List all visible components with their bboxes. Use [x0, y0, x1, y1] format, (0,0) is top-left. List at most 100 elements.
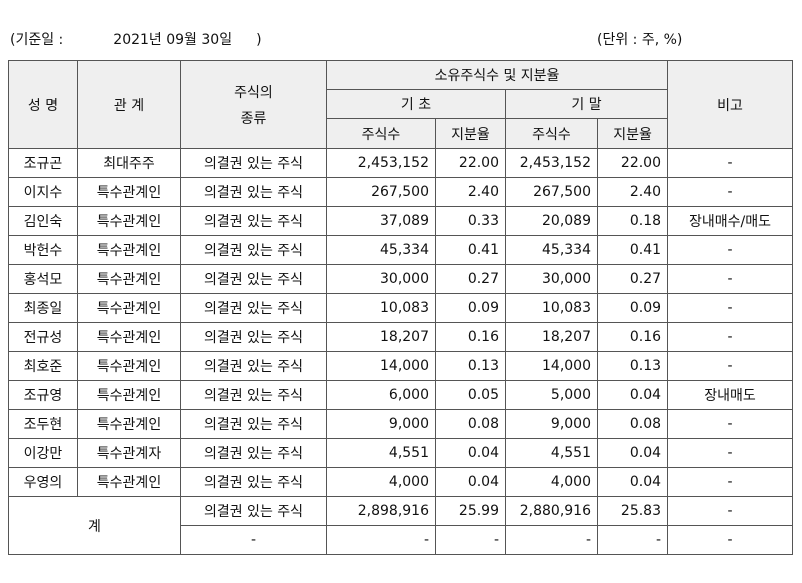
- cell-end-shares: 9,000: [505, 409, 598, 439]
- header-start-ratio: 지분율: [435, 118, 506, 149]
- cell-note: -: [667, 438, 794, 468]
- cell-name: 최종일: [8, 293, 78, 323]
- cell-start-shares: 18,207: [326, 322, 436, 352]
- total-start-shares: 2,898,916: [326, 496, 436, 526]
- table-body: 조규곤 최대주주 의결권 있는 주식 2,453,152 22.00 2,453,152 2…: [8, 148, 794, 497]
- cell-end-ratio: 0.09: [596, 293, 669, 323]
- cell-end-shares: 20,089: [505, 206, 598, 236]
- cell-stock-type: 의결권 있는 주식: [180, 380, 327, 410]
- table-header: 성 명 관 계 주식의 종류 소유주식수 및 지분율 비고 기 초 기 말 주식…: [8, 60, 794, 149]
- cell-end-shares: 267,500: [505, 177, 598, 207]
- cell-start-shares: 30,000: [326, 264, 436, 294]
- cell-end-ratio: 0.13: [596, 351, 669, 381]
- cell-relation: 특수관계인: [77, 264, 181, 294]
- cell-end-ratio: 0.04: [596, 438, 669, 468]
- header-start-shares: 주식수: [326, 118, 436, 149]
- cell-stock-type: 의결권 있는 주식: [180, 293, 327, 323]
- cell-end-ratio: 0.41: [596, 235, 669, 265]
- table-row: 이강만 특수관계자 의결권 있는 주식 4,551 0.04 4,551 0.04-: [8, 438, 794, 468]
- cell-start-shares: 267,500: [326, 177, 436, 207]
- cell-relation: 특수관계인: [77, 235, 181, 265]
- cell-name: 조두현: [8, 409, 78, 439]
- cell-name: 이강만: [8, 438, 78, 468]
- cell-start-shares: 4,551: [326, 438, 436, 468]
- cell-note: -: [667, 409, 794, 439]
- cell-start-ratio: 0.16: [435, 322, 506, 352]
- cell-relation: 특수관계인: [77, 409, 181, 439]
- cell-note: -: [667, 322, 794, 352]
- cell-name: 박헌수: [8, 235, 78, 265]
- cell-end-ratio: 22.00: [596, 148, 669, 178]
- base-date-value: 2021년 09월 30일: [113, 32, 233, 48]
- cell-stock-type: 의결권 있는 주식: [180, 177, 327, 207]
- total-label: 계: [8, 496, 181, 555]
- cell-note: -: [667, 235, 794, 265]
- cell-note: -: [667, 264, 794, 294]
- cell-relation: 특수관계인: [77, 206, 181, 236]
- total-end-ratio: -: [596, 525, 669, 555]
- total-type: -: [180, 525, 327, 555]
- table-row: 조규영 특수관계인 의결권 있는 주식 6,000 0.05 5,000 0.04 장내매도: [8, 380, 794, 410]
- cell-relation: 특수관계인: [77, 177, 181, 207]
- cell-start-ratio: 0.04: [435, 467, 506, 497]
- cell-end-ratio: 0.04: [596, 467, 669, 497]
- table-row: 김인숙 특수관계인 의결권 있는 주식 37,089 0.33 20,089 0.18 장내매…: [8, 206, 794, 236]
- total-type: 의결권 있는 주식: [180, 496, 327, 526]
- cell-note: -: [667, 467, 794, 497]
- cell-relation: 특수관계인: [77, 322, 181, 352]
- cell-note: 장내매수/매도: [667, 206, 794, 236]
- cell-end-shares: 10,083: [505, 293, 598, 323]
- cell-end-ratio: 0.16: [596, 322, 669, 352]
- base-date-label: (기준일 :: [10, 32, 64, 48]
- header-name: 성 명: [8, 60, 78, 149]
- cell-end-shares: 4,551: [505, 438, 598, 468]
- total-start-ratio: 25.99: [435, 496, 506, 526]
- cell-end-shares: 45,334: [505, 235, 598, 265]
- cell-end-shares: 5,000: [505, 380, 598, 410]
- cell-start-ratio: 2.40: [435, 177, 506, 207]
- cell-name: 전규성: [8, 322, 78, 352]
- header-stock-type-line2: 종류: [240, 110, 267, 127]
- table-row: 박헌수 특수관계인 의결권 있는 주식 45,334 0.41 45,334 0.41-: [8, 235, 794, 265]
- base-date-close: ): [256, 32, 262, 48]
- cell-end-shares: 14,000: [505, 351, 598, 381]
- header-note: 비고: [667, 60, 794, 149]
- cell-start-ratio: 0.27: [435, 264, 506, 294]
- cell-end-ratio: 0.27: [596, 264, 669, 294]
- cell-start-ratio: 0.09: [435, 293, 506, 323]
- cell-start-shares: 10,083: [326, 293, 436, 323]
- cell-name: 홍석모: [8, 264, 78, 294]
- header-relation: 관 계: [77, 60, 181, 149]
- total-end-shares: 2,880,916: [505, 496, 598, 526]
- cell-start-shares: 45,334: [326, 235, 436, 265]
- cell-note: 장내매도: [667, 380, 794, 410]
- cell-relation: 특수관계인: [77, 293, 181, 323]
- cell-end-ratio: 0.18: [596, 206, 669, 236]
- cell-stock-type: 의결권 있는 주식: [180, 467, 327, 497]
- cell-note: -: [667, 177, 794, 207]
- cell-relation: 특수관계자: [77, 438, 181, 468]
- table-row: 이지수 특수관계인 의결권 있는 주식 267,500 2.40 267,500 2.40-: [8, 177, 794, 207]
- cell-start-ratio: 0.13: [435, 351, 506, 381]
- cell-relation: 최대주주: [77, 148, 181, 178]
- shareholding-table: 성 명 관 계 주식의 종류 소유주식수 및 지분율 비고 기 초 기 말 주식…: [8, 60, 794, 555]
- total-end-ratio: 25.83: [596, 496, 669, 526]
- cell-name: 조규영: [8, 380, 78, 410]
- total-row: 계 의결권 있는 주식 2,898,916 25.99 2,880,916 25…: [8, 496, 794, 555]
- cell-start-shares: 14,000: [326, 351, 436, 381]
- total-end-shares: -: [505, 525, 598, 555]
- table-row: 전규성 특수관계인 의결권 있는 주식 18,207 0.16 18,207 0.16-: [8, 322, 794, 352]
- cell-start-ratio: 0.33: [435, 206, 506, 236]
- cell-start-shares: 2,453,152: [326, 148, 436, 178]
- table-row: 우영의 특수관계인 의결권 있는 주식 4,000 0.04 4,000 0.04-: [8, 467, 794, 497]
- cell-relation: 특수관계인: [77, 351, 181, 381]
- cell-stock-type: 의결권 있는 주식: [180, 264, 327, 294]
- table-row: 홍석모 특수관계인 의결권 있는 주식 30,000 0.27 30,000 0.27-: [8, 264, 794, 294]
- cell-end-ratio: 0.04: [596, 380, 669, 410]
- table-row: 최종일 특수관계인 의결권 있는 주식 10,083 0.09 10,083 0.09-: [8, 293, 794, 323]
- cell-relation: 특수관계인: [77, 380, 181, 410]
- table-row: 최호준 특수관계인 의결권 있는 주식 14,000 0.13 14,000 0.13-: [8, 351, 794, 381]
- cell-start-shares: 4,000: [326, 467, 436, 497]
- header-stock-type: 주식의 종류: [180, 60, 327, 149]
- cell-name: 이지수: [8, 177, 78, 207]
